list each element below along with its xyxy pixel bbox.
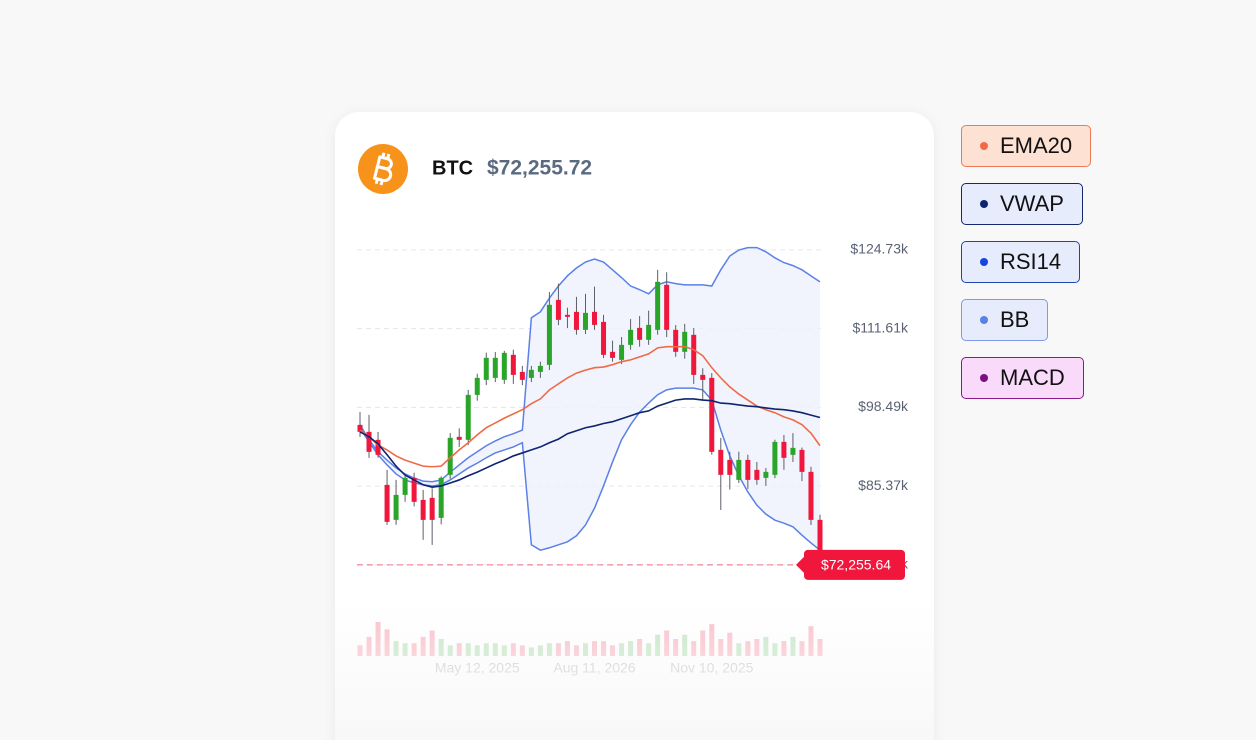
candle-body: [528, 369, 534, 378]
candle-body: [736, 459, 742, 480]
indicator-dot: [980, 142, 988, 150]
candle-body: [573, 311, 579, 330]
candle-body: [628, 329, 634, 345]
candle-body: [411, 477, 417, 502]
candle-body: [510, 354, 516, 375]
band-line: [359, 387, 821, 551]
candle-body: [357, 424, 363, 432]
candle-body: [537, 365, 543, 372]
candle-body: [790, 447, 796, 455]
candle-body: [582, 312, 588, 330]
candle-body: [402, 477, 408, 495]
card-fade: [335, 600, 934, 740]
candle-body: [465, 394, 471, 440]
candle-body: [763, 471, 769, 478]
band-line: [359, 246, 821, 483]
indicator-label: BB: [1000, 307, 1030, 332]
candle-body: [745, 459, 751, 480]
indicator-button[interactable]: BB: [961, 299, 1049, 341]
last-price-label: $72,255.64: [821, 557, 891, 573]
candle-body: [709, 377, 715, 452]
indicator-dot: [980, 316, 988, 324]
candle-body: [447, 437, 453, 475]
candle-body: [546, 304, 552, 365]
candle-body: [366, 431, 372, 452]
indicator-label: RSI14: [1000, 249, 1062, 274]
candle-body: [492, 357, 498, 378]
indicator-button[interactable]: MACD: [961, 357, 1084, 399]
candle-body: [691, 334, 697, 375]
candle-body: [673, 329, 679, 352]
candle-body: [384, 484, 390, 522]
candle-body: [483, 357, 489, 380]
candle-body: [637, 327, 643, 340]
candle-body: [772, 441, 778, 475]
indicator-dot: [980, 374, 988, 382]
candle-body: [501, 352, 507, 380]
btc-logo: [358, 144, 408, 194]
candle-body: [393, 494, 399, 520]
indicator-label: VWAP: [1000, 191, 1064, 216]
indicator-label: MACD: [1000, 365, 1065, 390]
y-tick-label: $98.49k: [858, 398, 909, 414]
candle-body: [429, 497, 435, 520]
candle-body: [808, 471, 814, 520]
indicator-label: EMA20: [1000, 133, 1073, 158]
indicator-button[interactable]: VWAP: [961, 183, 1083, 225]
candle-body: [474, 377, 480, 395]
candle-body: [592, 311, 598, 325]
candle-body: [799, 449, 805, 472]
candle-body: [817, 519, 823, 565]
indicator-button[interactable]: RSI14: [961, 241, 1081, 283]
candle-body: [700, 374, 706, 380]
candle-body: [519, 371, 525, 380]
candle-body: [718, 449, 724, 475]
candle-body: [438, 477, 444, 518]
last-price-tag: [796, 549, 905, 580]
y-tick-label: $85.37k: [858, 477, 909, 493]
candle-body: [619, 344, 625, 360]
candle-body: [655, 281, 661, 330]
candle-body: [727, 459, 733, 475]
indicator-dot: [980, 258, 988, 266]
candle-body: [601, 321, 607, 355]
candle-body: [646, 324, 652, 340]
candle-body: [420, 499, 426, 520]
candle-body: [555, 299, 561, 320]
y-tick-label: $111.61k: [852, 319, 909, 335]
indicator-line: [359, 398, 821, 488]
candle-body: [682, 331, 688, 352]
candle-body: [610, 351, 616, 358]
candle-body: [375, 439, 381, 455]
band-fill: [360, 247, 820, 551]
candle-body: [754, 469, 760, 480]
candle-body: [564, 314, 570, 317]
candle-body: [456, 436, 462, 440]
symbol: BTC: [432, 157, 473, 179]
indicator-line: [359, 345, 821, 468]
y-tick-label: $124.73k: [850, 241, 909, 257]
indicator-button[interactable]: EMA20: [961, 125, 1092, 167]
candle-body: [781, 441, 787, 458]
price: $72,255.72: [487, 157, 592, 180]
indicator-dot: [980, 200, 988, 208]
candle-body: [664, 284, 670, 330]
